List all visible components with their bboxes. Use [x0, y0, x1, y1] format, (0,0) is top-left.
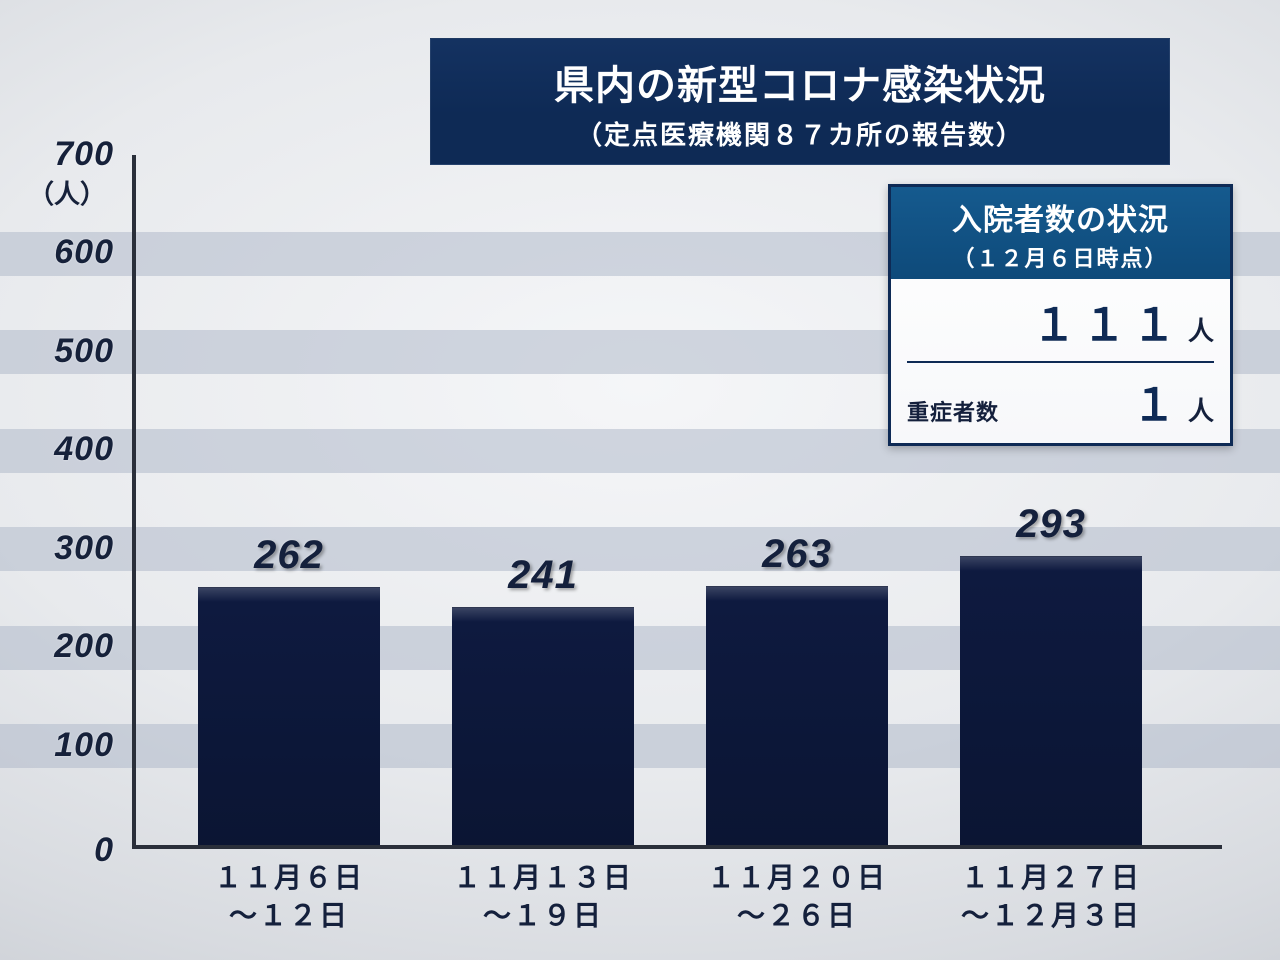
y-axis-line — [132, 155, 136, 845]
hospitalization-info-box: 入院者数の状況 （１２月６日時点） １１１人重症者数１人 — [888, 184, 1233, 446]
info-header-subtitle: （１２月６日時点） — [899, 241, 1222, 273]
info-row-label: 重症者数 — [907, 395, 999, 427]
y-tick-label: 500 — [0, 332, 114, 371]
info-body: １１１人重症者数１人 — [891, 279, 1230, 443]
y-axis-unit: （人） — [28, 174, 106, 211]
y-tick-label: 100 — [0, 726, 114, 765]
bar-value-label: 262 — [178, 533, 400, 578]
y-tick-label: 300 — [0, 529, 114, 568]
bar — [452, 607, 634, 845]
y-tick-label: 600 — [0, 233, 114, 272]
info-row-unit: 人 — [1188, 391, 1214, 428]
info-row-value: １１１ — [1032, 289, 1182, 353]
bar-value-label: 293 — [940, 502, 1162, 547]
x-axis-line — [132, 845, 1222, 849]
x-tick-label: １１月２７日 ～１２月３日 — [920, 859, 1182, 935]
y-tick-label: 400 — [0, 430, 114, 469]
bar — [960, 556, 1142, 845]
bar — [706, 586, 888, 845]
bar-value-label: 241 — [432, 553, 654, 598]
title-panel: 県内の新型コロナ感染状況 （定点医療機関８７カ所の報告数） — [430, 38, 1170, 165]
y-tick-label: 0 — [0, 831, 114, 870]
title-sub: （定点医療機関８７カ所の報告数） — [459, 115, 1141, 152]
x-tick-label: １１月１３日 ～１９日 — [412, 859, 674, 935]
info-header: 入院者数の状況 （１２月６日時点） — [891, 187, 1230, 279]
info-row: １１１人 — [907, 289, 1214, 353]
x-tick-label: １１月６日 ～１２日 — [158, 859, 420, 935]
chart-container: 0 100 200 300 400 500 600 700（人） 262 １１月６日 ～１２日 24… — [0, 0, 1280, 960]
bar-value-label: 263 — [686, 532, 908, 577]
info-row-unit: 人 — [1188, 311, 1214, 348]
title-main: 県内の新型コロナ感染状況 — [459, 53, 1141, 111]
bar — [198, 587, 380, 845]
x-tick-label: １１月２０日 ～２６日 — [666, 859, 928, 935]
info-row: 重症者数 １人 — [907, 361, 1214, 433]
info-row-value: １ — [1132, 369, 1182, 433]
y-tick-label: 200 — [0, 627, 114, 666]
info-header-title: 入院者数の状況 — [899, 195, 1222, 239]
y-tick-label: 700 — [0, 135, 114, 174]
